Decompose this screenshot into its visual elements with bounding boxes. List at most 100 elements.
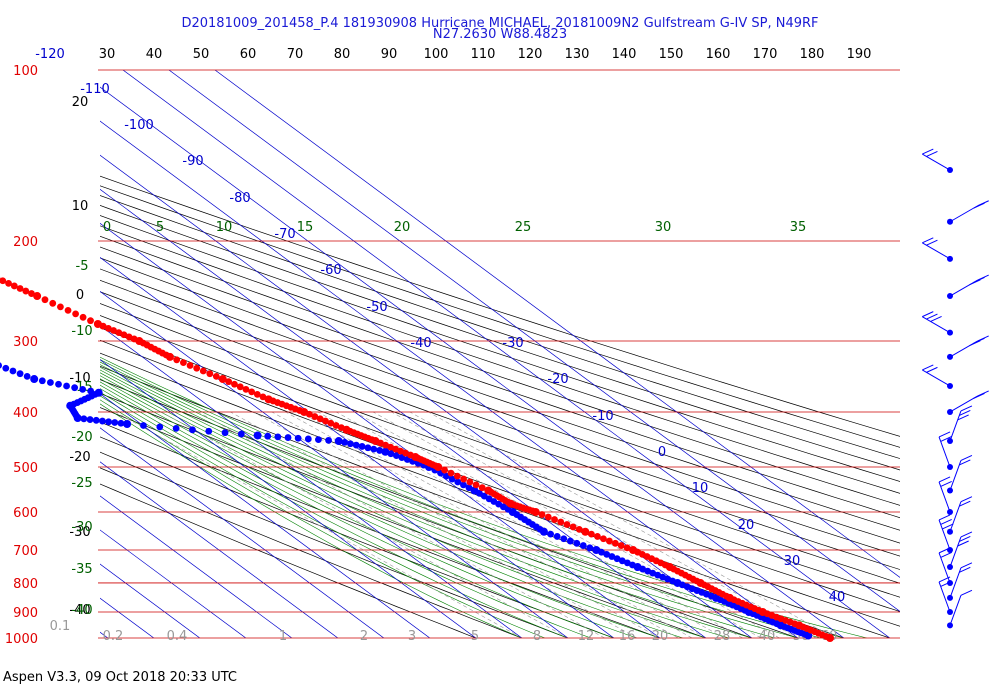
dry-adiabat-line: [100, 379, 798, 638]
dewpoint-point: [23, 372, 31, 380]
wind-barb-flag: [960, 405, 973, 412]
temperature-point: [434, 463, 443, 472]
temperature-point: [206, 370, 214, 378]
temperature-point: [104, 324, 112, 332]
mixing-ratio-label: 1: [279, 629, 287, 644]
moist-adiabat-line: [100, 391, 591, 638]
top-axis-label: 90: [381, 47, 398, 62]
isotherm-label: -60: [320, 263, 341, 278]
mixing-ratio-line: [285, 411, 693, 638]
dewpoint-point: [47, 379, 54, 386]
dewpoint-point: [352, 441, 360, 449]
dewpoint-point: [370, 445, 378, 453]
temperature-point: [575, 525, 583, 533]
wind-barb-flag: [960, 589, 973, 596]
top-axis-label: -120: [35, 47, 65, 62]
dewpoint-point: [79, 385, 87, 393]
isotherm-line: [100, 529, 247, 638]
pressure-tick-label: 900: [13, 606, 38, 621]
dewpoint-point: [86, 416, 94, 423]
dewpoint-point: [347, 440, 354, 448]
wind-barb-flag: [959, 410, 971, 416]
temperature-point: [600, 535, 607, 543]
moist-adiabat-line: [100, 366, 775, 638]
moist-adiabat-line: [100, 384, 637, 638]
wind-barbs: [922, 148, 989, 629]
wind-barb-shaft: [938, 581, 951, 613]
isotherm-line: [100, 359, 477, 638]
mixing-ratio-label: 0.4: [167, 629, 188, 644]
top-axis-label: 120: [518, 47, 543, 62]
isotherm-line: [100, 222, 661, 638]
temperature-point: [594, 533, 601, 540]
isotherm-label: -90: [182, 154, 203, 169]
moist-adiabat-line: [100, 403, 522, 638]
wind-barb-flag: [960, 562, 973, 569]
wind-barb-shaft: [949, 501, 962, 532]
wind-barb-flag: [959, 566, 971, 573]
dry-adiabat-line: [100, 268, 900, 544]
wind-barb-flag: [957, 540, 969, 547]
top-axis-label: 180: [800, 47, 825, 62]
temperature-point: [180, 359, 187, 367]
dewpoint-point: [2, 364, 10, 372]
dewpoint-point: [123, 420, 132, 429]
mixing-ratio-label: 3: [408, 629, 416, 644]
temperature-point: [447, 469, 455, 477]
temperature-point: [87, 317, 94, 325]
dry-adiabat-line: [100, 421, 660, 638]
isotherm-label: 20: [738, 518, 755, 533]
wind-barb-shaft: [949, 395, 978, 413]
dry-adiabat-line: [100, 436, 614, 638]
temperature-point: [0, 277, 7, 285]
top-axis-label: 170: [753, 47, 778, 62]
isotherm-line: [214, 70, 900, 578]
moist-adiabat-top-label: 5: [156, 220, 164, 235]
wind-barb-shaft: [949, 567, 962, 599]
dry-adiabat-label: 10: [72, 199, 89, 214]
pressure-tick-label: 800: [13, 577, 38, 592]
dewpoint-point: [608, 553, 616, 560]
dewpoint-point: [623, 559, 631, 567]
temperature-point: [466, 478, 474, 486]
wind-barb-flag: [926, 150, 938, 157]
moist-adiabat-line: [100, 381, 660, 638]
wind-barb-flag: [969, 340, 981, 347]
pressure-tick-label: 100: [13, 64, 38, 79]
moist-adiabat-label: -30: [71, 520, 92, 535]
isotherm-line: [100, 154, 753, 638]
mixing-ratio-line: [230, 411, 637, 638]
dry-adiabat-line: [100, 225, 900, 494]
dewpoint-point: [16, 370, 24, 378]
dry-adiabat-line: [100, 467, 522, 638]
wind-barb-shaft: [949, 205, 978, 223]
temperature-series: [0, 276, 834, 642]
isotherm-label: 0: [658, 445, 666, 460]
mixing-ratio-lines: [115, 411, 835, 638]
pressure-tick-label: 600: [13, 506, 38, 521]
moist-adiabat-line: [100, 369, 752, 638]
temperature-point: [300, 407, 309, 416]
top-axis-label: 60: [240, 47, 257, 62]
top-axis-label: 140: [612, 47, 637, 62]
dewpoint-point: [172, 424, 180, 432]
temperature-point: [28, 290, 35, 297]
mixing-ratio-label: 12: [578, 629, 595, 644]
dewpoint-point: [381, 447, 390, 456]
moist-adiabat-top-label: 15: [297, 220, 314, 235]
dewpoint-point: [189, 426, 196, 434]
chart-title-line-1: D20181009_201458_P.4 181930908 Hurricane…: [181, 16, 819, 31]
top-axis-label: 160: [706, 47, 731, 62]
wind-barb-flag: [959, 536, 971, 542]
wind-barb-flag: [960, 531, 973, 538]
temperature-point: [5, 279, 12, 287]
dry-adiabat-label: -30: [69, 525, 90, 540]
wind-barb-shaft: [949, 595, 962, 626]
moist-adiabat-label: -5: [76, 259, 89, 274]
moist-adiabat-top-label: 25: [515, 220, 532, 235]
temperature-point: [22, 287, 30, 295]
isotherm-label: -20: [547, 372, 568, 387]
wind-barb-flag: [973, 202, 985, 209]
mixing-ratio-line: [428, 411, 835, 638]
moist-adiabat-line: [100, 359, 844, 638]
